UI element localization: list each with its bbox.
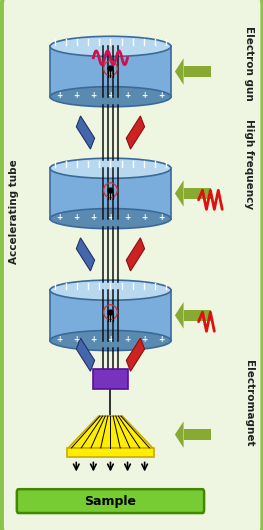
Text: +: +: [159, 213, 165, 222]
FancyBboxPatch shape: [93, 369, 128, 389]
Polygon shape: [184, 188, 211, 199]
Text: +: +: [90, 335, 97, 344]
FancyBboxPatch shape: [17, 489, 204, 513]
Text: +: +: [73, 91, 79, 100]
Text: +: +: [141, 91, 148, 100]
Polygon shape: [50, 290, 171, 340]
Polygon shape: [175, 421, 184, 448]
Polygon shape: [126, 238, 145, 271]
Ellipse shape: [50, 158, 171, 178]
Text: +: +: [90, 213, 97, 222]
Text: +: +: [159, 91, 165, 100]
Text: +: +: [107, 335, 114, 344]
Text: +: +: [56, 91, 62, 100]
Polygon shape: [184, 310, 211, 321]
FancyBboxPatch shape: [67, 448, 154, 457]
Text: Electron gun: Electron gun: [244, 26, 254, 101]
Text: Accelerating tube: Accelerating tube: [9, 160, 19, 264]
Polygon shape: [126, 338, 145, 371]
Polygon shape: [184, 66, 211, 77]
Text: +: +: [73, 335, 79, 344]
Polygon shape: [175, 180, 184, 207]
Text: +: +: [73, 213, 79, 222]
Text: Sample: Sample: [84, 494, 136, 508]
Polygon shape: [50, 47, 171, 96]
Ellipse shape: [50, 86, 171, 107]
Text: +: +: [124, 213, 131, 222]
Text: +: +: [159, 335, 165, 344]
Text: +: +: [107, 213, 114, 222]
Ellipse shape: [50, 331, 171, 351]
Text: +: +: [90, 91, 97, 100]
Polygon shape: [68, 416, 153, 448]
Polygon shape: [175, 58, 184, 85]
Text: +: +: [141, 213, 148, 222]
Ellipse shape: [50, 36, 171, 56]
Polygon shape: [76, 338, 95, 371]
Text: +: +: [124, 335, 131, 344]
Text: +: +: [124, 91, 131, 100]
Text: +: +: [56, 213, 62, 222]
Text: High frequency: High frequency: [244, 119, 254, 209]
Polygon shape: [175, 302, 184, 329]
Polygon shape: [76, 238, 95, 271]
Polygon shape: [76, 116, 95, 149]
Ellipse shape: [50, 208, 171, 229]
Text: +: +: [107, 91, 114, 100]
Polygon shape: [184, 429, 211, 440]
Polygon shape: [50, 169, 171, 218]
Text: +: +: [141, 335, 148, 344]
Polygon shape: [126, 116, 145, 149]
Text: +: +: [56, 335, 62, 344]
Ellipse shape: [50, 280, 171, 300]
Text: Electromagnet: Electromagnet: [244, 359, 254, 446]
